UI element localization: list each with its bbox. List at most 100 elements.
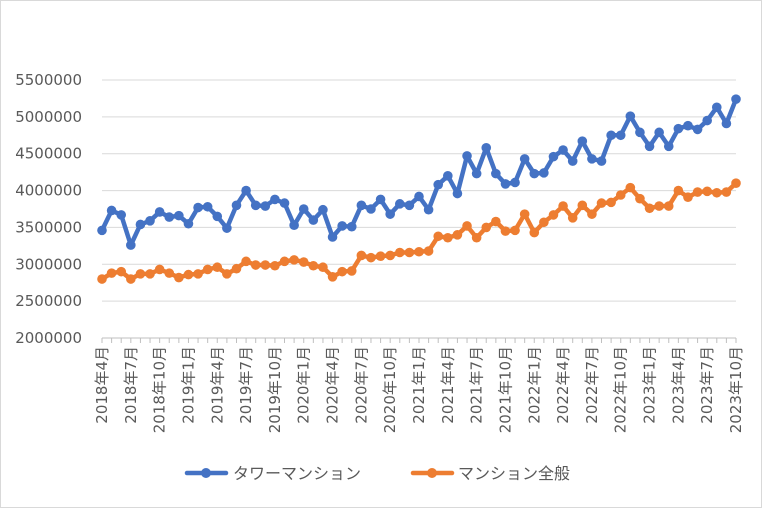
data-point (423, 204, 434, 215)
x-tick-label: 2021年7月 (468, 346, 486, 424)
data-point (116, 266, 127, 277)
data-point (663, 141, 674, 152)
data-point (356, 250, 367, 261)
legend[interactable]: タワーマンション マンション全般 (184, 464, 570, 483)
data-point (116, 210, 127, 220)
data-point (327, 272, 338, 282)
series-tower-mansion (97, 94, 741, 250)
data-point (174, 210, 184, 221)
data-point (385, 250, 395, 261)
x-tick-label: 2018年7月 (122, 346, 140, 424)
data-point (106, 205, 117, 216)
data-point (164, 212, 175, 222)
data-point (721, 187, 732, 197)
data-point (279, 198, 290, 208)
data-point (529, 227, 540, 238)
x-tick-label: 2021年1月 (410, 346, 428, 424)
data-point (202, 201, 213, 212)
data-point (308, 260, 319, 271)
data-point (548, 151, 559, 162)
legend-label-all-mansion: マンション全般 (458, 464, 570, 483)
data-point (731, 94, 741, 104)
data-point (289, 255, 299, 265)
x-tick-label: 2019年4月 (208, 346, 226, 424)
data-point (346, 221, 357, 232)
data-point (183, 218, 194, 229)
data-point (644, 203, 655, 214)
data-point (606, 197, 616, 208)
data-point (587, 209, 597, 219)
x-tick-label: 2018年10月 (151, 346, 169, 433)
data-point (510, 177, 520, 188)
data-point (231, 200, 242, 211)
data-point (558, 145, 568, 155)
data-point (587, 154, 597, 164)
x-tick-label: 2020年4月 (324, 346, 342, 424)
data-point (443, 232, 453, 243)
data-point (510, 225, 520, 236)
data-point (471, 232, 482, 243)
data-point (539, 168, 549, 178)
data-point (692, 187, 703, 197)
data-point (635, 127, 645, 138)
data-point (260, 260, 271, 270)
data-point (491, 216, 501, 227)
data-point (241, 256, 251, 267)
legend-label-tower-mansion: タワーマンション (233, 464, 361, 483)
data-point (385, 209, 395, 219)
data-point (414, 191, 424, 202)
data-point (481, 143, 492, 153)
x-tick-label: 2020年1月 (295, 346, 313, 424)
data-point (106, 268, 117, 278)
data-point (337, 221, 347, 231)
data-point (97, 225, 107, 236)
data-point (519, 209, 530, 219)
data-point (702, 186, 712, 197)
data-point (462, 151, 472, 161)
x-tick-label: 2021年4月 (439, 346, 457, 424)
data-point (625, 182, 636, 193)
x-tick-label: 2019年10月 (266, 346, 284, 433)
data-point (500, 226, 511, 236)
data-point (289, 220, 299, 231)
data-point (145, 269, 155, 279)
data-point (539, 217, 549, 228)
data-point (567, 156, 578, 166)
data-point (673, 185, 684, 196)
data-point (452, 230, 463, 240)
data-point (212, 211, 223, 222)
data-point (193, 202, 203, 213)
data-point (346, 266, 357, 276)
data-point (337, 266, 347, 277)
legend-item-tower-mansion[interactable]: タワーマンション (184, 464, 361, 483)
data-point (183, 269, 194, 280)
data-point (692, 124, 703, 135)
data-point (318, 204, 328, 215)
data-point (615, 190, 626, 200)
data-point (635, 193, 645, 204)
data-point (500, 179, 511, 189)
legend-marker-tower-mansion (201, 468, 211, 478)
data-point (596, 198, 607, 208)
series-all-mansion (97, 178, 741, 284)
data-point (443, 171, 453, 181)
x-tick-label: 2020年10月 (381, 346, 399, 433)
data-point (452, 188, 463, 199)
data-point (241, 185, 251, 196)
data-point (567, 213, 578, 223)
data-point (404, 200, 415, 211)
data-point (548, 210, 559, 220)
data-point (654, 201, 664, 211)
data-point (298, 257, 309, 267)
data-point (663, 201, 674, 211)
data-point (711, 102, 722, 113)
legend-item-all-mansion[interactable]: マンション全般 (410, 464, 570, 483)
data-point (462, 221, 472, 231)
y-tick-label: 3500000 (15, 218, 82, 236)
data-point (394, 199, 405, 209)
data-point (318, 262, 328, 273)
data-point (404, 247, 415, 258)
x-tick-label: 2023年10月 (727, 346, 745, 433)
data-point (270, 194, 280, 205)
